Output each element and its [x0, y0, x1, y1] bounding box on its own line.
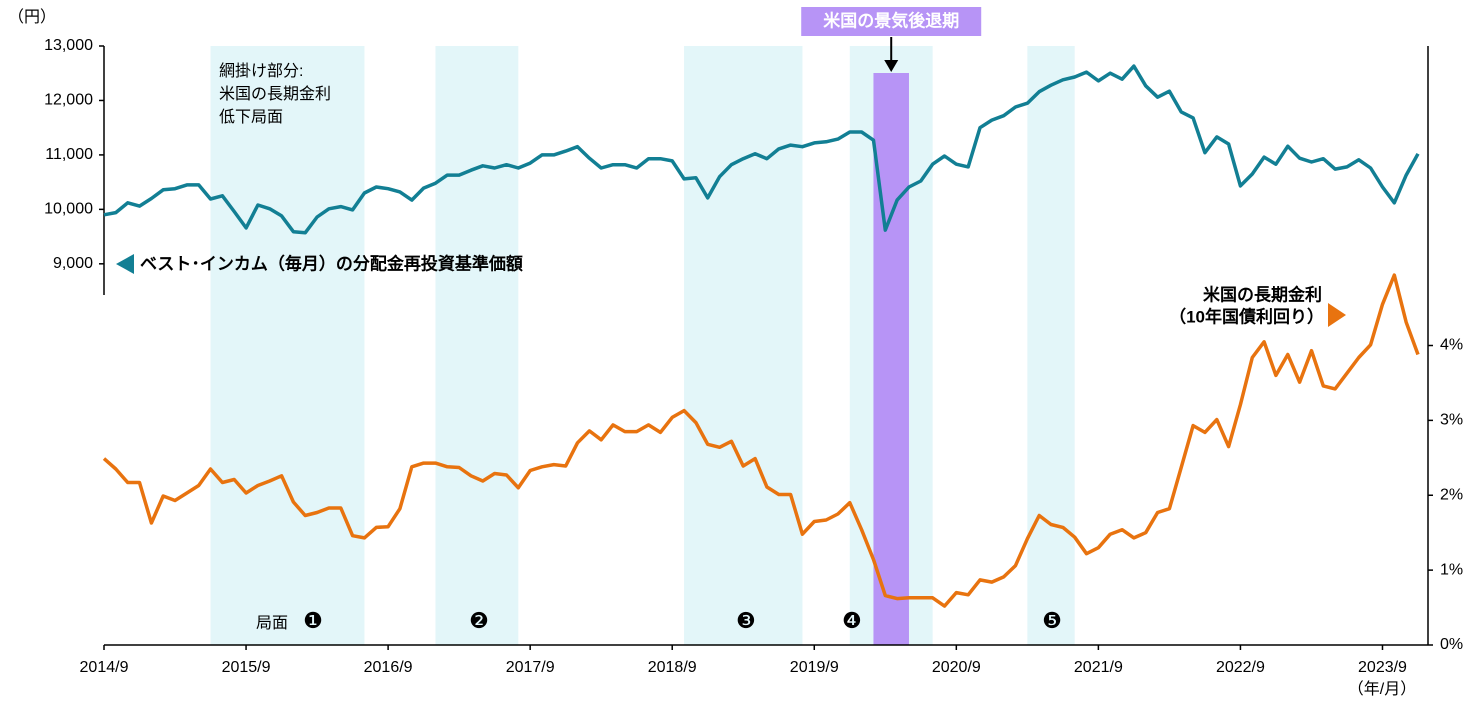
x-tick-label: 2018/9: [648, 659, 697, 676]
y2-tick-label: 4%: [1440, 337, 1463, 354]
recession-shade: [873, 73, 909, 645]
y-tick-label: 10,000: [44, 201, 93, 218]
y-tick-label: 13,000: [44, 37, 93, 54]
x-tick-label: 2014/9: [80, 659, 129, 676]
x-tick-label: 2017/9: [506, 659, 555, 676]
series-line: [102, 273, 1420, 608]
shade-note: 米国の長期金利: [219, 85, 331, 103]
legend-label: 米国の長期金利: [1203, 284, 1322, 304]
series-line: [103, 64, 1420, 235]
recession-arrowhead: [884, 60, 899, 72]
shade-note: 低下局面: [219, 108, 283, 126]
shade-note: 網掛け部分:: [219, 62, 303, 80]
recession-label: 米国の景気後退期: [823, 10, 959, 30]
y-tick-label: 12,000: [44, 92, 93, 109]
x-tick-label: 2020/9: [932, 659, 981, 676]
legend-label: （10年国債利回り）: [1169, 306, 1324, 326]
x-tick-label: 2016/9: [364, 659, 413, 676]
x-tick-label: 2021/9: [1074, 659, 1123, 676]
phase-shade: [210, 46, 365, 645]
x-tick-label: 2019/9: [790, 659, 839, 676]
x-tick-label: 2022/9: [1216, 659, 1265, 676]
y-unit: （円）: [8, 8, 56, 26]
y-tick-label: 9,000: [53, 255, 93, 272]
y2-tick-label: 1%: [1440, 561, 1463, 578]
y2-tick-label: 3%: [1440, 412, 1463, 429]
x-unit: （年/月）: [1348, 680, 1416, 698]
x-tick-label: 2015/9: [222, 659, 271, 676]
recession-label-box: [801, 7, 982, 36]
phase-shade: [684, 46, 803, 645]
legend-label: ベスト･インカム（毎月）の分配金再投資基準価額: [140, 253, 523, 273]
phase-shade: [435, 46, 519, 645]
phase-label: ❷: [469, 608, 489, 633]
legend-marker: [1328, 303, 1346, 327]
phase-label: ❹: [842, 608, 862, 633]
phase-label: ❺: [1042, 608, 1062, 633]
phase-shade: [1027, 46, 1075, 645]
x-tick-label: 2023/9: [1358, 659, 1407, 676]
y-tick-label: 11,000: [45, 146, 93, 163]
phase-label: ❶: [303, 608, 323, 633]
y2-tick-label: 2%: [1440, 486, 1463, 503]
phase-label: ❸: [736, 608, 756, 633]
y2-tick-label: 0%: [1440, 636, 1463, 653]
phase-prefix: 局面: [256, 615, 288, 632]
legend-marker: [116, 254, 134, 274]
